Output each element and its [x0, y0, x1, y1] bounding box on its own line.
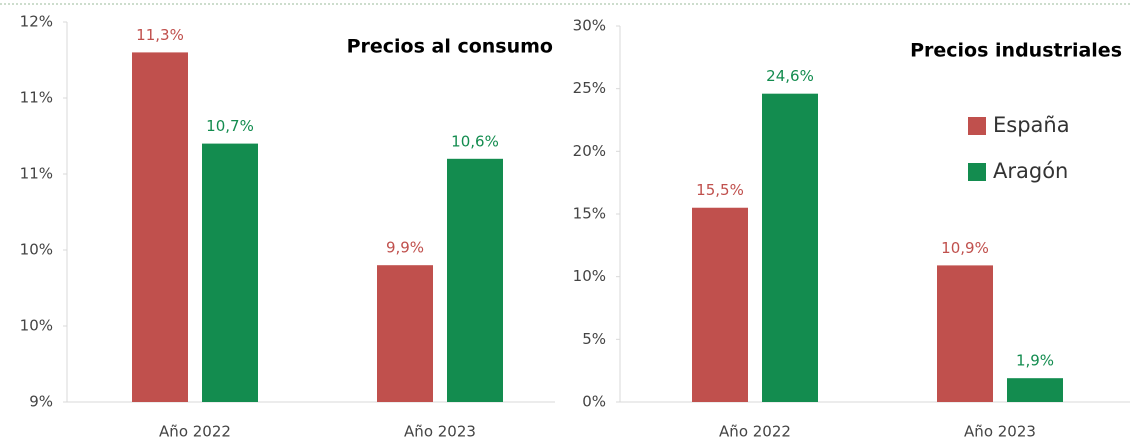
value-label: 1,9% — [1016, 352, 1054, 370]
bar — [377, 265, 433, 402]
legend-label: Aragón — [993, 159, 1068, 183]
value-label: 15,5% — [696, 181, 744, 199]
x-tick-label: Año 2022 — [719, 423, 791, 441]
bar — [132, 52, 188, 403]
value-label: 10,7% — [206, 117, 254, 135]
y-tick-label: 25% — [573, 79, 606, 97]
y-tick-label: 15% — [573, 205, 606, 223]
bar — [1007, 378, 1063, 402]
bar — [762, 93, 818, 403]
legend-swatch — [968, 117, 986, 135]
value-label: 10,9% — [941, 239, 989, 257]
value-label: 11,3% — [136, 26, 184, 44]
chart-title: Precios industriales — [910, 40, 1122, 62]
legend-label: España — [993, 113, 1070, 137]
value-label: 9,9% — [386, 239, 424, 257]
y-tick-label: 10% — [20, 317, 53, 335]
bar — [202, 143, 258, 402]
y-tick-label: 5% — [582, 330, 606, 348]
x-tick-label: Año 2023 — [404, 423, 476, 441]
y-tick-label: 12% — [20, 13, 53, 31]
y-tick-label: 9% — [29, 393, 53, 411]
legend-swatch — [968, 163, 986, 181]
y-tick-label: 30% — [573, 17, 606, 35]
x-tick-label: Año 2022 — [159, 423, 231, 441]
y-tick-label: 10% — [573, 267, 606, 285]
bar — [692, 207, 748, 402]
bar — [447, 158, 503, 402]
value-label: 10,6% — [451, 132, 499, 150]
value-label: 24,6% — [766, 67, 814, 85]
y-tick-label: 11% — [20, 89, 53, 107]
bar — [937, 265, 993, 402]
chart-title: Precios al consumo — [347, 36, 553, 58]
y-tick-label: 10% — [20, 241, 53, 259]
y-tick-label: 11% — [20, 165, 53, 183]
y-tick-label: 20% — [573, 142, 606, 160]
y-tick-label: 0% — [582, 393, 606, 411]
x-tick-label: Año 2023 — [964, 423, 1036, 441]
